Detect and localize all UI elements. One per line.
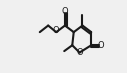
Text: O: O — [62, 7, 68, 16]
Text: O: O — [97, 41, 104, 50]
Text: O: O — [52, 26, 59, 35]
Text: O: O — [76, 48, 83, 57]
